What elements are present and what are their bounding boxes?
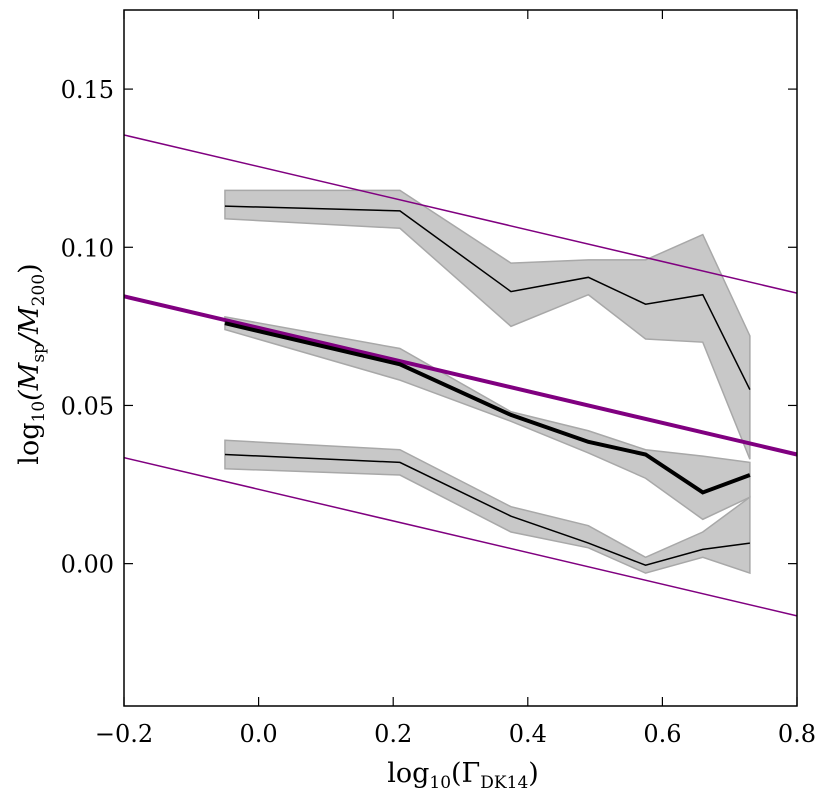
y-tick-label: 0.00 [61, 551, 114, 579]
x-tick-label: 0.0 [240, 720, 278, 748]
x-tick-label: −0.2 [95, 720, 153, 748]
fit-line-1 [123, 134, 798, 294]
band-2 [224, 439, 751, 575]
x-axis-label: log10(ΓDK14) [387, 758, 539, 793]
band-0 [224, 189, 751, 460]
y-axis-label: log10(Msp/M200) [14, 263, 49, 464]
y-tick-label: 0.05 [61, 392, 114, 420]
plot-frame [123, 9, 798, 707]
bands-layer [224, 189, 751, 575]
x-tick-label: 0.6 [643, 720, 681, 748]
band-1 [224, 315, 751, 521]
series-layer [224, 205, 751, 567]
y-tick-label: 0.15 [61, 76, 114, 104]
fit-lines-layer [123, 134, 798, 617]
x-tick-label: 0.4 [509, 720, 547, 748]
series-line-0 [224, 205, 751, 390]
ticks-layer: −0.2 0.0 0.2 0.4 0.6 0.8 0.00 0.05 0.10 0.15 [61, 10, 816, 748]
fit-line-0 [123, 294, 798, 457]
y-tick-label: 0.10 [61, 234, 114, 262]
x-tick-label: 0.8 [778, 720, 816, 748]
fit-line-2 [123, 456, 798, 617]
series-line-2 [224, 453, 750, 567]
series-line-1 [224, 321, 751, 495]
x-tick-label: 0.2 [374, 720, 412, 748]
